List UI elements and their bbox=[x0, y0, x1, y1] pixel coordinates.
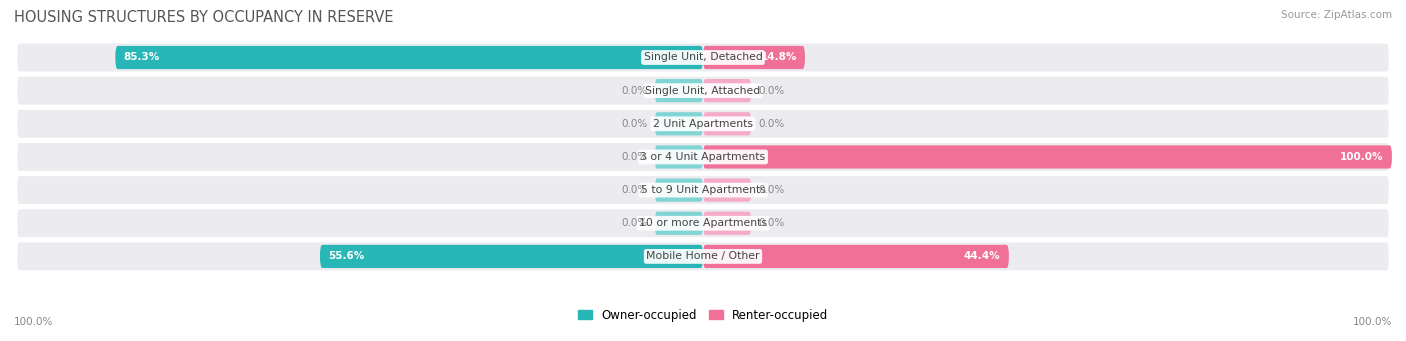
FancyBboxPatch shape bbox=[655, 112, 703, 135]
Text: 0.0%: 0.0% bbox=[621, 119, 648, 129]
FancyBboxPatch shape bbox=[17, 242, 1389, 270]
Text: 0.0%: 0.0% bbox=[758, 185, 785, 195]
Text: Mobile Home / Other: Mobile Home / Other bbox=[647, 251, 759, 262]
Text: 0.0%: 0.0% bbox=[621, 185, 648, 195]
Text: 85.3%: 85.3% bbox=[124, 53, 160, 62]
FancyBboxPatch shape bbox=[17, 77, 1389, 105]
FancyBboxPatch shape bbox=[703, 145, 1392, 168]
Text: Single Unit, Attached: Single Unit, Attached bbox=[645, 86, 761, 95]
Text: 100.0%: 100.0% bbox=[1340, 152, 1384, 162]
Text: 44.4%: 44.4% bbox=[965, 251, 1001, 262]
Text: 55.6%: 55.6% bbox=[328, 251, 364, 262]
FancyBboxPatch shape bbox=[17, 110, 1389, 138]
FancyBboxPatch shape bbox=[655, 178, 703, 202]
FancyBboxPatch shape bbox=[321, 245, 703, 268]
Legend: Owner-occupied, Renter-occupied: Owner-occupied, Renter-occupied bbox=[572, 304, 834, 326]
FancyBboxPatch shape bbox=[703, 212, 751, 235]
FancyBboxPatch shape bbox=[703, 178, 751, 202]
FancyBboxPatch shape bbox=[703, 46, 806, 69]
FancyBboxPatch shape bbox=[703, 112, 751, 135]
FancyBboxPatch shape bbox=[703, 79, 751, 102]
FancyBboxPatch shape bbox=[655, 145, 703, 168]
Text: 10 or more Apartments: 10 or more Apartments bbox=[638, 218, 768, 228]
Text: 0.0%: 0.0% bbox=[621, 218, 648, 228]
FancyBboxPatch shape bbox=[17, 44, 1389, 71]
Text: 0.0%: 0.0% bbox=[758, 218, 785, 228]
Text: 0.0%: 0.0% bbox=[621, 152, 648, 162]
Text: 100.0%: 100.0% bbox=[14, 317, 53, 327]
FancyBboxPatch shape bbox=[655, 212, 703, 235]
Text: 5 to 9 Unit Apartments: 5 to 9 Unit Apartments bbox=[641, 185, 765, 195]
Text: 0.0%: 0.0% bbox=[758, 119, 785, 129]
Text: 3 or 4 Unit Apartments: 3 or 4 Unit Apartments bbox=[641, 152, 765, 162]
FancyBboxPatch shape bbox=[115, 46, 703, 69]
Text: Single Unit, Detached: Single Unit, Detached bbox=[644, 53, 762, 62]
Text: 2 Unit Apartments: 2 Unit Apartments bbox=[652, 119, 754, 129]
FancyBboxPatch shape bbox=[655, 79, 703, 102]
FancyBboxPatch shape bbox=[703, 245, 1010, 268]
Text: 100.0%: 100.0% bbox=[1353, 317, 1392, 327]
FancyBboxPatch shape bbox=[17, 176, 1389, 204]
FancyBboxPatch shape bbox=[17, 209, 1389, 237]
Text: 14.8%: 14.8% bbox=[761, 53, 797, 62]
Text: Source: ZipAtlas.com: Source: ZipAtlas.com bbox=[1281, 10, 1392, 20]
FancyBboxPatch shape bbox=[17, 143, 1389, 171]
Text: 0.0%: 0.0% bbox=[758, 86, 785, 95]
Text: 0.0%: 0.0% bbox=[621, 86, 648, 95]
Text: HOUSING STRUCTURES BY OCCUPANCY IN RESERVE: HOUSING STRUCTURES BY OCCUPANCY IN RESER… bbox=[14, 10, 394, 25]
